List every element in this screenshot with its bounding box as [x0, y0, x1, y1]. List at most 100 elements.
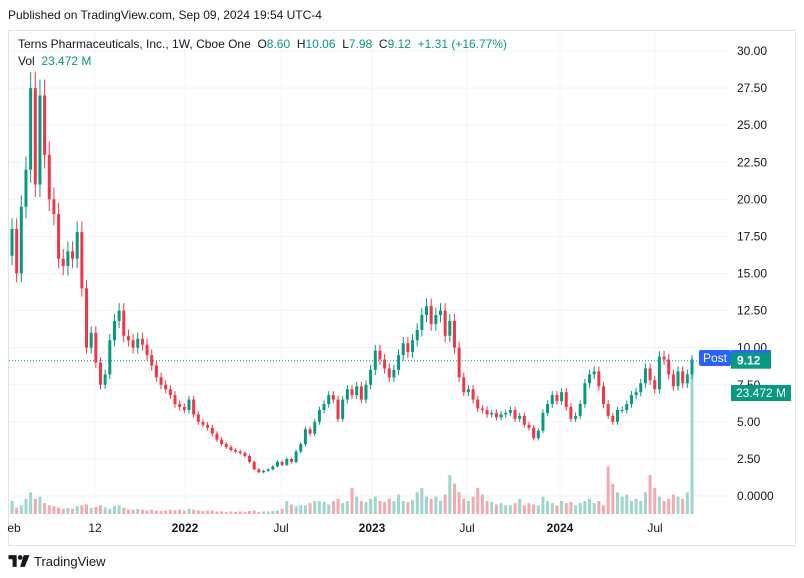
candle-body	[653, 380, 657, 390]
candle-body	[192, 399, 196, 415]
x-tick-label: 2024	[547, 521, 574, 535]
candle-body	[602, 386, 606, 405]
candle-body	[462, 377, 466, 393]
y-tick-label: 5.00	[737, 415, 761, 429]
volume-bar	[411, 500, 415, 514]
candle-body	[397, 355, 401, 370]
candle-body	[308, 429, 312, 434]
candle-body	[52, 199, 56, 215]
candle-body	[145, 344, 149, 356]
candle-body	[159, 377, 163, 385]
candle-body	[490, 412, 494, 415]
volume-bar	[15, 507, 19, 514]
volume-bar	[52, 506, 56, 514]
volume-bar	[350, 488, 354, 514]
volume-bar	[33, 498, 37, 514]
volume-bar	[629, 501, 633, 514]
volume-bar	[415, 492, 419, 514]
candle-body	[564, 392, 568, 407]
volume-bar	[448, 475, 452, 514]
volume-bar	[210, 510, 214, 514]
volume-bar	[234, 511, 238, 514]
candle-body	[206, 424, 210, 428]
candle-body	[85, 288, 89, 348]
volume-bar	[662, 501, 666, 514]
volume-bar	[406, 501, 410, 514]
volume-bar	[29, 492, 33, 514]
volume-bar	[429, 498, 433, 514]
candle-body	[471, 389, 475, 400]
candle-body	[238, 451, 242, 453]
volume-bar	[317, 501, 321, 514]
volume-value: 23.472 M	[41, 54, 92, 68]
candle-body	[536, 430, 540, 439]
candle-body	[648, 368, 652, 381]
candle-body	[173, 395, 177, 405]
footer-brand[interactable]: TradingView	[8, 549, 106, 573]
candle-body	[629, 395, 633, 405]
volume-bar	[187, 508, 191, 514]
volume-bar	[285, 501, 289, 514]
candle-body	[383, 359, 387, 369]
volume-bar	[471, 496, 475, 514]
volume-bar	[443, 494, 447, 514]
y-tick-label: 0.0000	[737, 489, 774, 503]
volume-bar	[61, 508, 65, 514]
volume-bar	[425, 496, 429, 514]
candle-body	[392, 369, 396, 378]
low-value: 7.98	[348, 37, 373, 51]
last-price-text: 9.12	[737, 354, 761, 368]
post-label-text: Post	[703, 351, 728, 365]
candle-body	[15, 229, 19, 274]
volume-bar	[560, 501, 564, 514]
volume-bar	[485, 501, 489, 514]
candle-body	[89, 332, 93, 348]
volume-bar	[657, 496, 661, 514]
volume-bar	[588, 498, 592, 514]
volume-bar	[57, 507, 61, 514]
volume-bar	[196, 510, 200, 514]
candle-body	[611, 415, 615, 422]
volume-bar	[643, 492, 647, 514]
volume-bar	[490, 501, 494, 514]
candle-body	[136, 338, 140, 348]
candle-body	[359, 386, 363, 400]
candle-body	[369, 369, 373, 385]
candle-body	[378, 350, 382, 360]
volume-bar	[145, 510, 149, 514]
candle-body	[10, 229, 14, 256]
volume-bar	[383, 501, 387, 514]
volume-bar	[289, 504, 293, 514]
candle-body	[508, 409, 512, 413]
candle-body	[578, 404, 582, 416]
candle-body	[150, 355, 154, 366]
x-tick-label: 2023	[359, 521, 386, 535]
candle-body	[597, 371, 601, 387]
candle-body	[583, 383, 587, 405]
candle-body	[38, 95, 42, 185]
candle-body	[560, 392, 564, 402]
volume-bar	[192, 509, 196, 514]
candle-body	[532, 427, 536, 439]
candle-body	[452, 320, 456, 348]
volume-bar	[38, 496, 42, 514]
candle-body	[634, 392, 638, 396]
volume-bar	[308, 503, 312, 514]
y-tick-label: 27.50	[737, 81, 767, 95]
candle-body	[387, 368, 391, 378]
last-price-badge	[731, 352, 771, 369]
ohlc-row: Terns Pharmaceuticals, Inc., 1W, Cboe On…	[18, 36, 507, 53]
tradingview-logo-icon	[8, 555, 30, 567]
volume-badge	[731, 385, 791, 401]
volume-bar	[47, 505, 51, 514]
candle-body	[98, 362, 102, 385]
volume-bar	[611, 483, 615, 514]
chart-frame[interactable]	[8, 30, 796, 546]
candle-body	[19, 206, 23, 274]
volume-bar	[602, 505, 606, 514]
candle-body	[215, 433, 219, 440]
volume-bar	[252, 510, 256, 514]
candle-body	[518, 415, 522, 419]
volume-bar	[215, 511, 219, 514]
